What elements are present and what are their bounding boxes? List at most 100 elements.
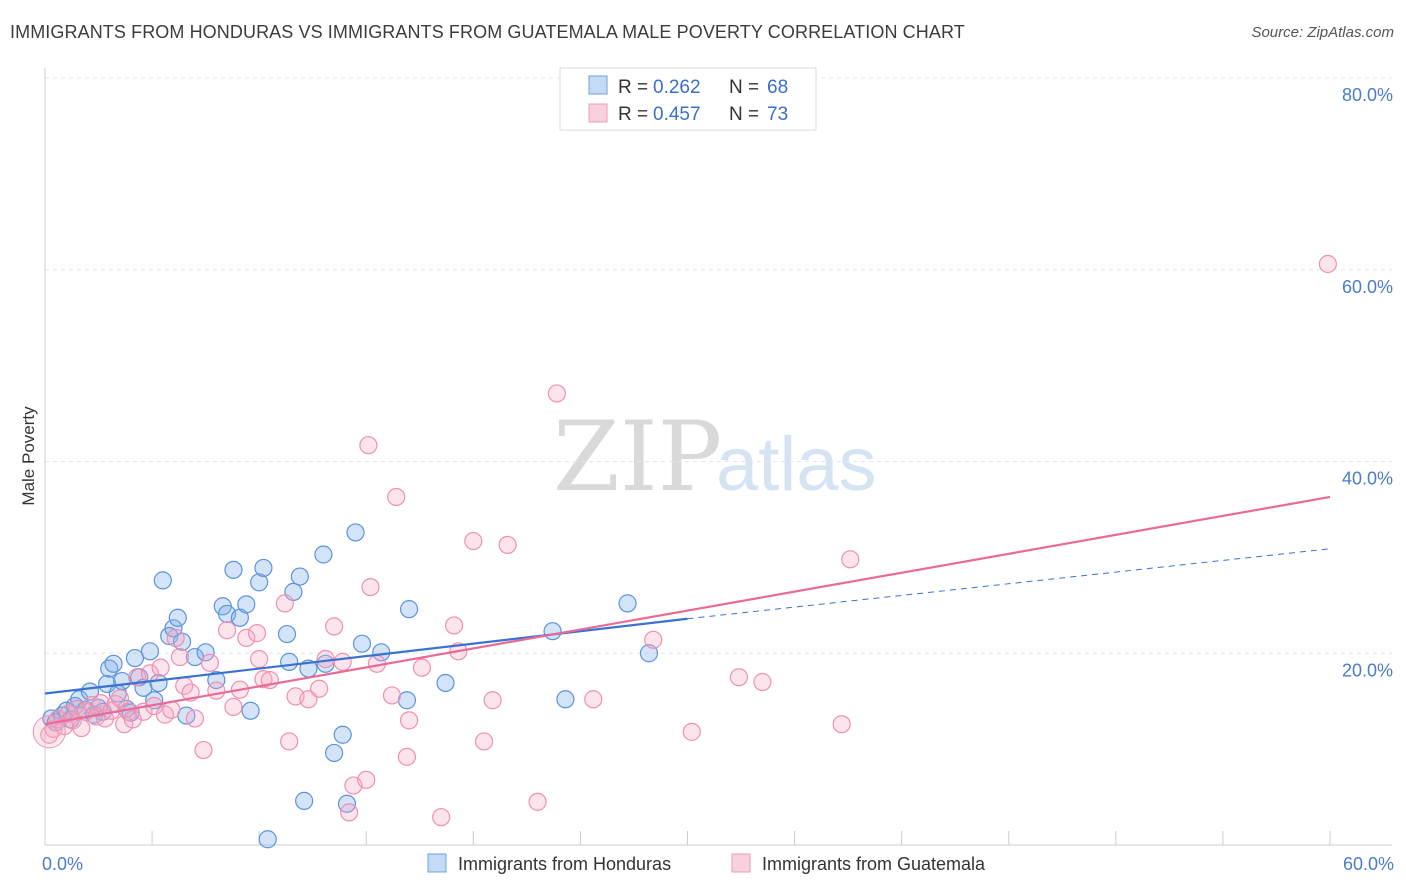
guatemala-point xyxy=(382,686,402,705)
guatemala-point xyxy=(250,649,269,669)
guatemala-point xyxy=(528,792,547,811)
guatemala-point xyxy=(207,681,226,700)
guatemala-point xyxy=(397,747,417,766)
source-credit: Source: ZipAtlas.com xyxy=(1251,24,1394,41)
honduras-point xyxy=(436,673,455,693)
honduras-point xyxy=(258,830,277,849)
guatemala-trend-line xyxy=(44,495,1331,726)
honduras-point xyxy=(207,670,226,690)
guatemala-point xyxy=(224,697,243,717)
guatemala-point xyxy=(841,550,860,569)
honduras-point xyxy=(295,791,314,810)
guatemala-point xyxy=(340,803,359,822)
honduras-point xyxy=(112,671,132,691)
series-honduras-points xyxy=(42,523,659,849)
guatemala-point xyxy=(170,647,190,667)
honduras-trend-line xyxy=(44,617,688,695)
legend-r-label-2: R = xyxy=(618,104,648,125)
y-tick-label-60: 60.0% xyxy=(1342,277,1393,297)
guatemala-point xyxy=(325,617,344,636)
guatemala-point xyxy=(753,672,772,692)
legend-n-label-1: N = xyxy=(729,77,759,98)
honduras-point xyxy=(618,594,637,613)
honduras-point xyxy=(314,545,333,564)
guatemala-point xyxy=(72,718,91,738)
guatemala-point xyxy=(474,732,494,751)
legend-r-label-1: R = xyxy=(618,77,648,98)
guatemala-point xyxy=(498,535,517,555)
legend-r-value-2: 0.457 xyxy=(653,104,701,125)
guatemala-point xyxy=(200,653,220,672)
guatemala-point xyxy=(464,531,483,551)
guatemala-point xyxy=(361,577,380,597)
guatemala-point xyxy=(832,715,851,734)
honduras-point xyxy=(352,634,372,653)
honduras-point xyxy=(346,523,365,542)
honduras-point xyxy=(543,622,562,641)
y-tick-label-20: 20.0% xyxy=(1342,660,1393,680)
honduras-point xyxy=(639,644,659,663)
watermark-atlas: atlas xyxy=(716,422,877,507)
guatemala-point xyxy=(584,690,603,709)
bottom-legend-label-honduras: Immigrants from Honduras xyxy=(458,854,671,874)
watermark-zip: ZIP xyxy=(553,401,722,513)
guatemala-point xyxy=(444,616,464,635)
correlation-legend: R = 0.262 N = 68 R = 0.457 N = 73 xyxy=(559,67,817,131)
guatemala-cluster-point xyxy=(32,715,66,749)
guatemala-point xyxy=(247,624,267,643)
guatemala-point xyxy=(357,770,376,789)
guatemala-point xyxy=(44,719,63,739)
tick-labels: 20.0% 40.0% 60.0% 80.0% 0.0% 60.0% xyxy=(42,85,1394,874)
honduras-point xyxy=(277,624,297,644)
bottom-legend-label-guatemala: Immigrants from Guatemala xyxy=(762,854,986,874)
series-legend: Immigrants from Honduras Immigrants from… xyxy=(427,853,986,874)
chart-title: IMMIGRANTS FROM HONDURAS VS IMMIGRANTS F… xyxy=(10,22,965,42)
guatemala-point xyxy=(194,740,213,760)
honduras-point xyxy=(254,558,273,578)
guatemala-point xyxy=(151,658,170,677)
honduras-point xyxy=(168,608,187,627)
guatemala-point xyxy=(166,628,185,648)
y-tick-label-40: 40.0% xyxy=(1342,469,1393,489)
honduras-point xyxy=(196,643,215,662)
legend-n-value-2: 73 xyxy=(767,104,788,125)
legend-n-value-1: 68 xyxy=(767,77,788,98)
honduras-point xyxy=(325,743,344,763)
guatemala-point xyxy=(729,668,749,687)
bottom-legend-swatch-honduras xyxy=(427,853,447,873)
honduras-point xyxy=(125,648,145,668)
x-tick-label-60: 60.0% xyxy=(1343,854,1394,874)
legend-n-label-2: N = xyxy=(729,104,759,125)
trend-lines xyxy=(44,495,1331,726)
x-tick-label-0: 0.0% xyxy=(42,854,83,874)
honduras-point xyxy=(397,691,417,710)
honduras-point xyxy=(241,701,260,720)
guatemala-point xyxy=(333,652,352,671)
bottom-legend-swatch-guatemala xyxy=(731,853,751,873)
guatemala-point xyxy=(316,649,335,669)
series-guatemala-points xyxy=(32,254,1337,827)
guatemala-point xyxy=(387,487,406,507)
guatemala-point xyxy=(280,732,299,751)
legend-swatch-guatemala xyxy=(588,103,608,123)
guatemala-point xyxy=(359,436,378,455)
guatemala-point xyxy=(547,384,566,403)
honduras-trend-extension xyxy=(687,548,1331,620)
guatemala-point xyxy=(399,711,419,730)
guatemala-point xyxy=(237,628,256,648)
honduras-point xyxy=(104,654,123,673)
legend-r-value-1: 0.262 xyxy=(653,77,701,98)
honduras-point xyxy=(224,560,243,579)
honduras-point xyxy=(237,595,256,614)
y-axis-label: Male Poverty xyxy=(19,406,38,506)
axes xyxy=(44,68,1392,846)
honduras-point xyxy=(556,690,575,709)
guatemala-point xyxy=(275,594,294,613)
legend-swatch-honduras xyxy=(588,75,608,95)
guatemala-point xyxy=(254,670,273,689)
guatemala-point xyxy=(682,722,701,741)
honduras-point xyxy=(250,573,269,592)
y-tick-label-80: 80.0% xyxy=(1342,85,1393,105)
honduras-point xyxy=(333,725,352,744)
